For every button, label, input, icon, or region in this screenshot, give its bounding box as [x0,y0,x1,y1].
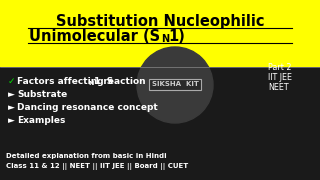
Text: Dancing resonance concept: Dancing resonance concept [17,103,158,112]
Text: ►: ► [8,90,15,99]
Text: Examples: Examples [17,116,65,125]
Text: ✓: ✓ [8,77,15,86]
Text: 1 reaction: 1 reaction [94,77,145,86]
Text: Detailed explanation from basic in Hindi: Detailed explanation from basic in Hindi [6,153,167,159]
Text: Substitution Nucleophilic: Substitution Nucleophilic [56,14,264,29]
Text: N: N [161,34,169,44]
Text: N: N [88,81,94,86]
Text: IIT JEE: IIT JEE [268,73,292,82]
Text: ►: ► [8,103,15,112]
Text: 1): 1) [168,29,185,44]
Circle shape [137,47,213,123]
Text: SIKSHA  KIT: SIKSHA KIT [152,82,198,87]
Text: Class 11 & 12 || NEET || IIT JEE || Board || CUET: Class 11 & 12 || NEET || IIT JEE || Boar… [6,163,188,170]
FancyBboxPatch shape [149,79,201,90]
Text: ►: ► [8,116,15,125]
Text: Unimolecular (S: Unimolecular (S [29,29,160,44]
Text: Substrate: Substrate [17,90,67,99]
Text: Factors affecting S: Factors affecting S [17,77,113,86]
Bar [0,0,320,67]
Text: Part 2: Part 2 [268,62,292,71]
Bar [0,67,320,180]
Text: NEET: NEET [268,82,289,91]
